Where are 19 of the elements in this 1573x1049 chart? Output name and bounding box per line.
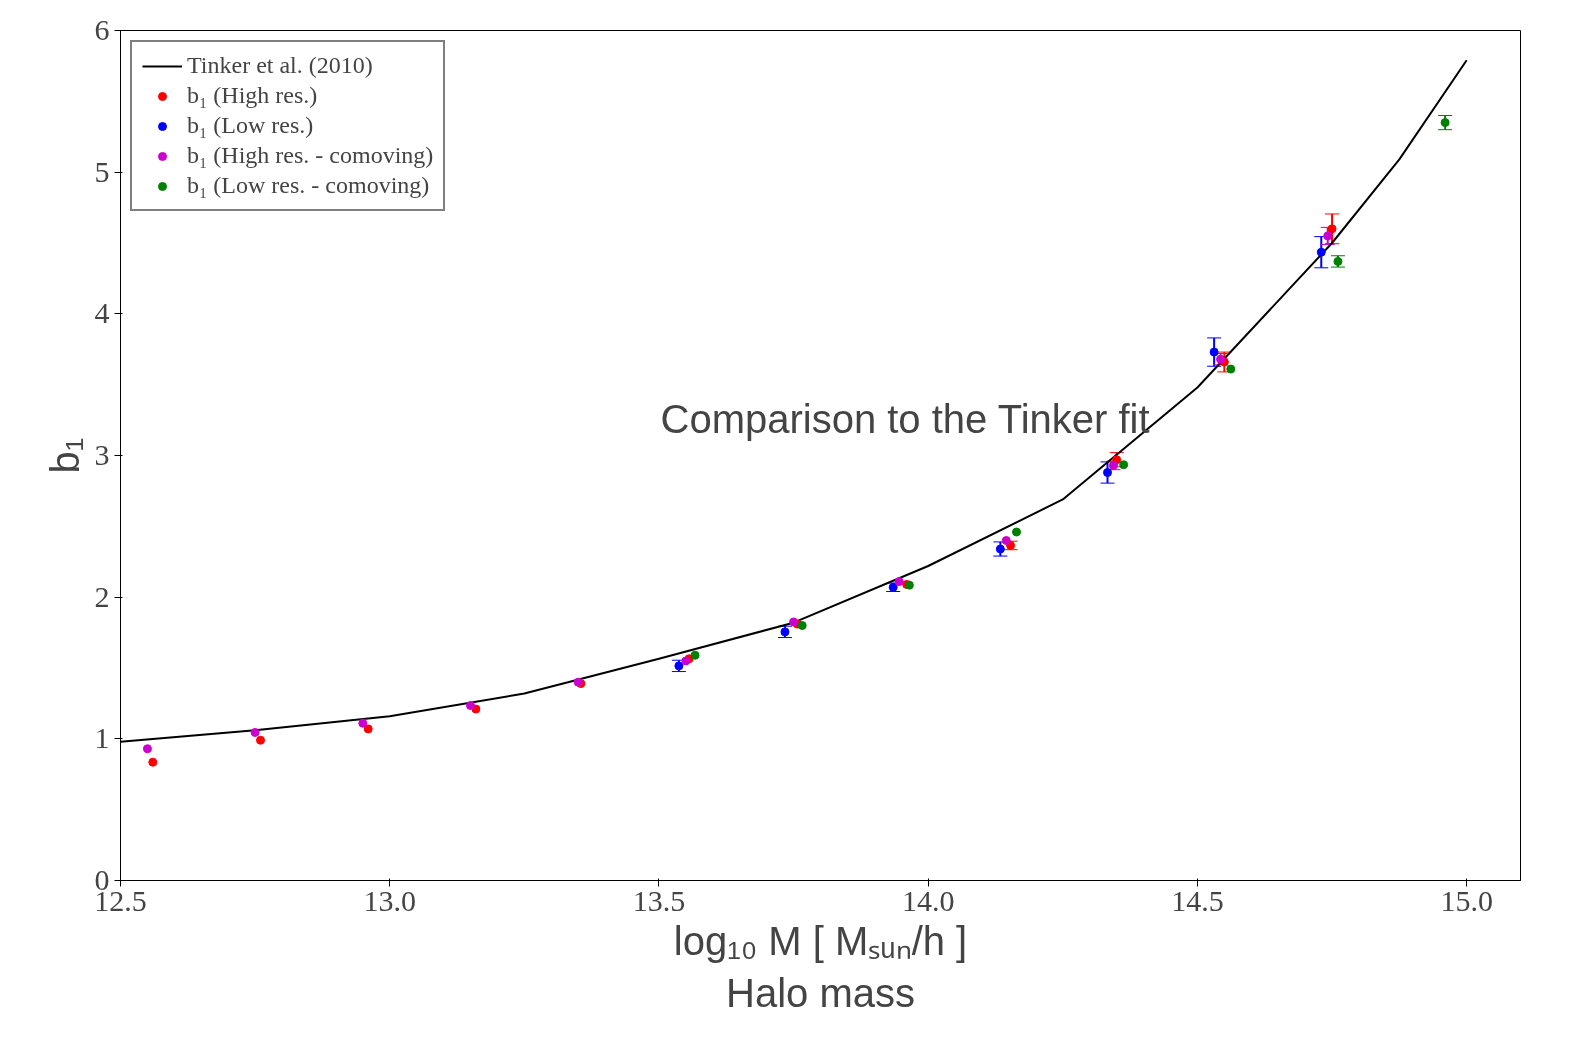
y-tick-label: 4 xyxy=(94,296,110,330)
y-tick-label: 1 xyxy=(94,721,110,755)
x-axis-title: log₁₀ M [ Mₛᵤₙ/h ] Halo mass xyxy=(673,918,968,1016)
y-tick-label: 2 xyxy=(94,579,110,613)
x-tick-label: 15.0 xyxy=(1440,883,1493,917)
y-tick-label: 5 xyxy=(94,154,110,188)
annotation: Comparison to the Tinker fit xyxy=(660,396,1150,441)
legend-label: Tinker et al. (2010) xyxy=(187,52,373,79)
legend-label: b₁ (High res. - comoving) xyxy=(187,142,434,169)
legend-label: b₁ (Low res.) xyxy=(187,112,314,139)
x-tick-label: 13.0 xyxy=(363,883,416,917)
x-tick-label: 13.5 xyxy=(632,883,686,917)
x-tick-label: 14.5 xyxy=(1171,883,1224,917)
x-tick-label: 14.0 xyxy=(901,883,955,917)
legend-label: b₁ (Low res. - comoving) xyxy=(187,172,430,199)
y-tick-label: 3 xyxy=(94,438,110,471)
legend-label: b₁ (High res.) xyxy=(187,82,318,109)
y-axis-title: b₁ xyxy=(42,437,87,474)
y-tick-label: 6 xyxy=(94,13,110,46)
